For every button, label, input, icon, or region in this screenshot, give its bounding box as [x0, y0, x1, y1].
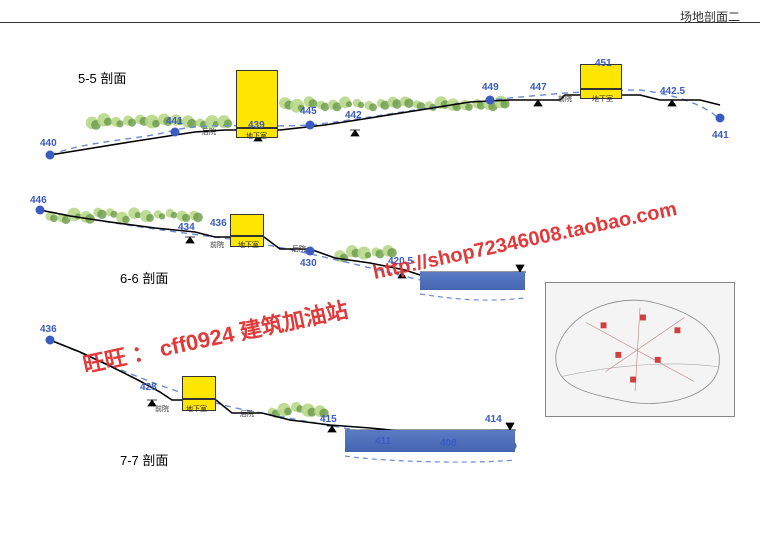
tiny-label-label: 地下室: [186, 404, 207, 414]
elev-label-label: 415: [320, 414, 337, 425]
elev-label-label: 447: [530, 82, 547, 93]
elev-label-label: 439: [248, 120, 265, 131]
elev-label-label: 442.5: [660, 86, 685, 97]
water-body: [420, 272, 525, 290]
elev-label-label: 436: [40, 324, 57, 335]
tiny-label-label: 地下室: [246, 131, 267, 141]
elev-label-label: 449: [482, 82, 499, 93]
tiny-label-label: 前院: [558, 94, 572, 104]
elev-label-label: 434: [178, 222, 195, 233]
elev-label-label: 440: [40, 138, 57, 149]
elev-label-label: 414: [485, 414, 502, 425]
water-body: [345, 430, 515, 452]
tiny-label-label: 地下室: [238, 240, 259, 250]
section-label-label: 7-7 剖面: [120, 450, 168, 469]
elev-label-label: 430: [300, 258, 317, 269]
elev-label-label: 436: [210, 218, 227, 229]
tiny-label-label: 地下室: [592, 94, 613, 104]
site-plan-thumbnail: [545, 282, 735, 417]
elev-label-label: 446: [30, 195, 47, 206]
elev-label-label: 408: [440, 438, 457, 449]
elev-label-label: 441: [166, 116, 183, 127]
section-label-label: 5-5 剖面: [78, 68, 126, 87]
elev-label-label: 442: [345, 110, 362, 121]
tiny-label-label: 后院: [202, 127, 216, 137]
tiny-label-label: 后院: [240, 409, 254, 419]
elev-label-label: 428: [140, 382, 157, 393]
elev-label-label: 441: [712, 130, 729, 141]
building-block: [230, 214, 264, 236]
section-label-label: 6-6 剖面: [120, 268, 168, 287]
tiny-label-label: 后院: [292, 244, 306, 254]
tiny-label-label: 前院: [155, 404, 169, 414]
building-block: [182, 376, 216, 399]
tiny-label-label: 前院: [210, 240, 224, 250]
elev-label-label: 451: [595, 58, 612, 69]
elev-label-label: 445: [300, 106, 317, 117]
elev-label-label: 411: [375, 436, 391, 447]
